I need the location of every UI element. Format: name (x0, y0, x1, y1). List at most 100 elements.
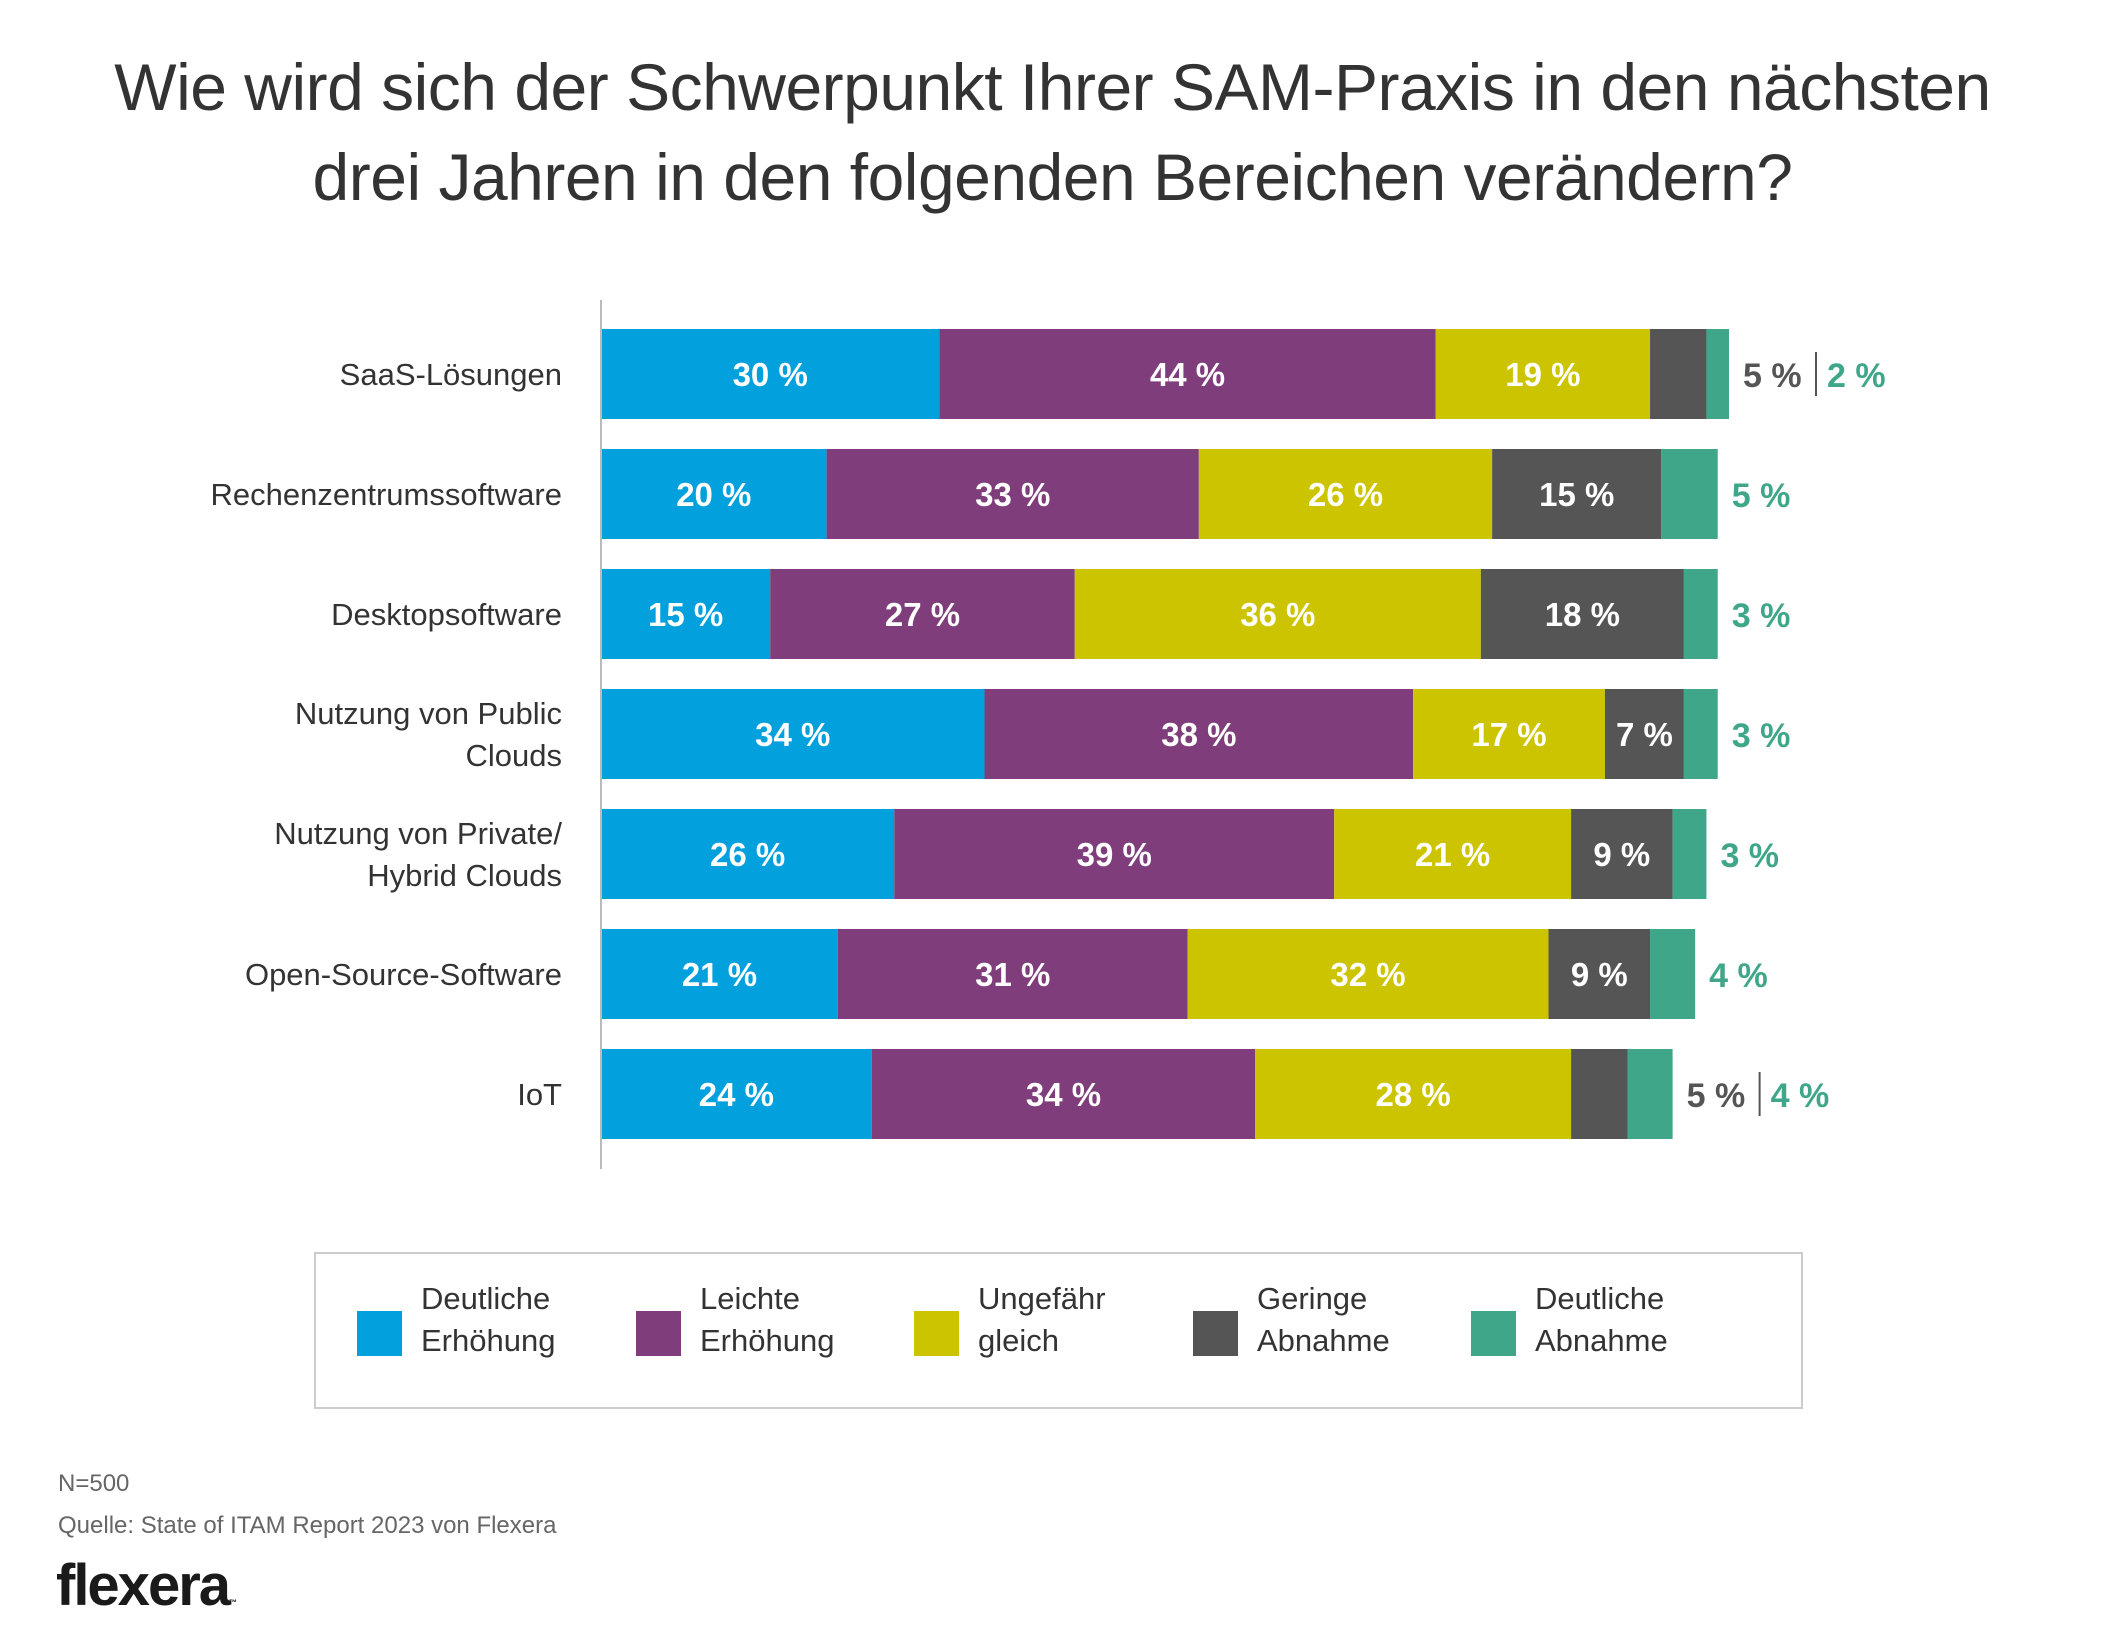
logo-trademark: ™ (229, 1598, 238, 1607)
bar-segment-nutzung-von-private-hybrid-clouds-deutliche-abnahme (1672, 809, 1707, 899)
data-label: 27 % (885, 596, 960, 633)
bar-segment-saas-loesungen-deutliche-erhoehung (601, 329, 940, 419)
data-label: 19 % (1505, 356, 1580, 393)
sample-size-note: N=500 (58, 1470, 130, 1497)
category-label-nutzung-von-public-clouds: Clouds (466, 738, 563, 773)
legend-label: Ungefähr gleich (978, 1278, 1106, 1362)
bar-segment-nutzung-von-private-hybrid-clouds-leichte-erhoehung (894, 809, 1335, 899)
bar-segment-iot-deutliche-erhoehung (601, 1049, 872, 1139)
outside-label-deutliche-abnahme: 2 % (1827, 357, 1886, 395)
data-label: 9 % (1571, 956, 1628, 993)
bar-segment-saas-loesungen-leichte-erhoehung (939, 329, 1436, 419)
category-label-rechenzentrumssoftware: Rechenzentrumssoftware (211, 477, 563, 512)
legend-label-line-1: Deutliche (1535, 1281, 1665, 1316)
data-label: 15 % (648, 596, 723, 633)
bars-group: 30 % 44 % 19 % 20 % 33 % 26 % 15 % 15 % 27 % 36 %… (601, 329, 1729, 1139)
legend-label: Deutliche Abnahme (1535, 1278, 1668, 1362)
category-label-iot: IoT (517, 1077, 562, 1112)
source-note: Quelle: State of ITAM Report 2023 von Fl… (58, 1512, 557, 1539)
data-label: 21 % (1415, 836, 1490, 873)
legend: Deutliche Erhöhung Leichte Erhöhung Unge… (314, 1252, 1803, 1409)
data-label: 30 % (733, 356, 808, 393)
legend-label-line-1: Leichte (700, 1281, 800, 1316)
stacked-bar-chart: 30 % 44 % 19 % 20 % 33 % 26 % 15 % 15 % 27 % 36 %… (211, 300, 1886, 1169)
outside-label-deutliche-abnahme: 5 % (1732, 477, 1791, 515)
data-label: 9 % (1593, 836, 1650, 873)
legend-swatch-deutliche-abnahme (1471, 1311, 1516, 1356)
legend-label-line-2: Abnahme (1257, 1323, 1390, 1358)
data-label: 44 % (1150, 356, 1225, 393)
bar-segment-iot-deutliche-abnahme (1627, 1049, 1673, 1139)
legend-label-line-2: gleich (978, 1323, 1059, 1358)
bar-segment-open-source-software-leichte-erhoehung (837, 929, 1188, 1019)
bar-segment-open-source-software-ungefaehr-gleich (1187, 929, 1549, 1019)
data-label: 32 % (1330, 956, 1405, 993)
legend-label-line-2: Erhöhung (700, 1323, 835, 1358)
legend-label: Deutliche Erhöhung (421, 1278, 555, 1362)
legend-label-line-2: Abnahme (1535, 1323, 1668, 1358)
data-label: 15 % (1539, 476, 1614, 513)
bar-segment-saas-loesungen-ungefaehr-gleich (1435, 329, 1651, 419)
data-label: 38 % (1161, 716, 1236, 753)
legend-label: Leichte Erhöhung (700, 1278, 834, 1362)
bar-segment-nutzung-von-public-clouds-ungefaehr-gleich (1413, 689, 1605, 779)
bar-segment-desktopsoftware-geringe-abnahme (1480, 569, 1684, 659)
data-label: 34 % (755, 716, 830, 753)
data-label: 39 % (1077, 836, 1152, 873)
data-label: 20 % (676, 476, 751, 513)
bar-segment-rechenzentrumssoftware-deutliche-erhoehung (601, 449, 827, 539)
chart-title: Wie wird sich der Schwerpunkt Ihrer SAM-… (0, 42, 2105, 222)
category-label-nutzung-von-private-hybrid-clouds: Nutzung von Private/ (274, 816, 562, 851)
flexera-logo: flexera™ (56, 1552, 237, 1619)
bar-segment-saas-loesungen-deutliche-abnahme (1706, 329, 1729, 419)
bar-segment-rechenzentrumssoftware-ungefaehr-gleich (1198, 449, 1493, 539)
data-label: 26 % (1308, 476, 1383, 513)
bar-segment-desktopsoftware-deutliche-abnahme (1683, 569, 1718, 659)
bar-segment-rechenzentrumssoftware-geringe-abnahme (1492, 449, 1662, 539)
data-label: 17 % (1471, 716, 1546, 753)
bar-segment-desktopsoftware-ungefaehr-gleich (1074, 569, 1481, 659)
bar-segment-open-source-software-geringe-abnahme (1548, 929, 1651, 1019)
bar-segment-open-source-software-deutliche-abnahme (1650, 929, 1696, 1019)
outside-label-deutliche-abnahme: 3 % (1720, 837, 1779, 875)
data-label: 21 % (682, 956, 757, 993)
category-labels: SaaS-Lösungen Rechenzentrumssoftware Deskt… (211, 357, 563, 1112)
data-label: 28 % (1376, 1076, 1451, 1113)
category-label-saas-loesungen: SaaS-Lösungen (340, 357, 562, 392)
data-label: 34 % (1026, 1076, 1101, 1113)
outside-labels: 5 % 2 % 5 % 3 % 3 % 3 % 4 % 5 % 4 % (1687, 352, 1886, 1116)
bar-segment-desktopsoftware-leichte-erhoehung (770, 569, 1075, 659)
data-label: 31 % (975, 956, 1050, 993)
bar-segment-iot-geringe-abnahme (1571, 1049, 1628, 1139)
category-label-desktopsoftware: Desktopsoftware (331, 597, 562, 632)
legend-swatch-geringe-abnahme (1193, 1311, 1238, 1356)
bar-segment-nutzung-von-private-hybrid-clouds-ungefaehr-gleich (1334, 809, 1572, 899)
data-label: 36 % (1240, 596, 1315, 633)
bar-segment-rechenzentrumssoftware-deutliche-abnahme (1661, 449, 1718, 539)
outside-label-geringe-abnahme: 5 % (1687, 1077, 1746, 1115)
bar-segment-nutzung-von-private-hybrid-clouds-deutliche-erhoehung (601, 809, 895, 899)
bar-segment-nutzung-von-public-clouds-geringe-abnahme (1604, 689, 1684, 779)
legend-swatch-ungefaehr-gleich (914, 1311, 959, 1356)
outside-label-deutliche-abnahme: 3 % (1732, 717, 1791, 755)
bar-segment-desktopsoftware-deutliche-erhoehung (601, 569, 771, 659)
outside-label-deutliche-abnahme: 4 % (1709, 957, 1768, 995)
bar-segment-rechenzentrumssoftware-leichte-erhoehung (826, 449, 1199, 539)
bar-segment-open-source-software-deutliche-erhoehung (601, 929, 838, 1019)
legend-label: Geringe Abnahme (1257, 1278, 1390, 1362)
legend-swatch-leichte-erhoehung (636, 1311, 681, 1356)
data-label: 26 % (710, 836, 785, 873)
category-label-nutzung-von-public-clouds: Nutzung von Public (295, 696, 562, 731)
legend-label-line-1: Geringe (1257, 1281, 1368, 1316)
chart-title-line-2: drei Jahren in den folgenden Bereichen v… (312, 140, 1793, 214)
bar-segment-iot-ungefaehr-gleich (1255, 1049, 1572, 1139)
bar-segment-saas-loesungen-geringe-abnahme (1650, 329, 1707, 419)
legend-swatch-deutliche-erhoehung (357, 1311, 402, 1356)
data-label: 33 % (975, 476, 1050, 513)
category-label-open-source-software: Open-Source-Software (245, 957, 562, 992)
bar-segment-nutzung-von-private-hybrid-clouds-geringe-abnahme (1571, 809, 1673, 899)
logo-text: flexera (56, 1553, 231, 1618)
data-label: 24 % (699, 1076, 774, 1113)
bar-segment-nutzung-von-public-clouds-deutliche-erhoehung (601, 689, 985, 779)
data-label: 7 % (1616, 716, 1673, 753)
